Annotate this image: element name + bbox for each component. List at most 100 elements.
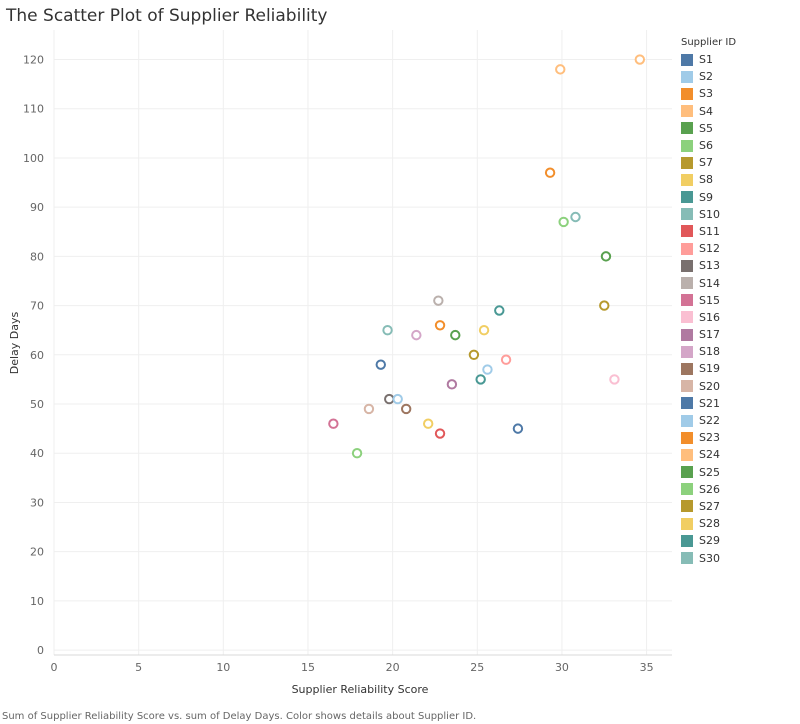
legend-label: S17 [699, 328, 720, 342]
legend-item-s12[interactable]: S12 [681, 240, 736, 257]
data-point-s3[interactable] [544, 167, 556, 178]
legend-item-s26[interactable]: S26 [681, 481, 736, 498]
data-point-s10[interactable] [570, 211, 581, 223]
legend-item-s27[interactable]: S27 [681, 498, 736, 515]
legend-item-s28[interactable]: S28 [681, 515, 736, 532]
data-point-s30[interactable] [382, 324, 393, 336]
data-point-s24[interactable] [634, 54, 646, 65]
legend-item-s2[interactable]: S2 [681, 68, 736, 85]
y-tick-label: 110 [23, 103, 44, 116]
legend-label: S25 [699, 465, 720, 479]
data-point-s26[interactable] [351, 448, 363, 459]
legend-item-s30[interactable]: S30 [681, 549, 736, 566]
legend-item-s24[interactable]: S24 [681, 446, 736, 463]
data-point-s19[interactable] [400, 403, 412, 415]
legend-item-s6[interactable]: S6 [681, 137, 736, 154]
legend-item-s11[interactable]: S11 [681, 223, 736, 240]
y-tick-label: 50 [30, 398, 44, 411]
axes: 0 10 20 30 40 50 60 70 80 90 100 110 120 0 5 10 15 20 25 30… [23, 54, 672, 674]
legend-item-s23[interactable]: S23 [681, 429, 736, 446]
data-point-s28[interactable] [478, 324, 490, 336]
legend-label: S24 [699, 448, 720, 462]
legend-item-s15[interactable]: S15 [681, 292, 736, 309]
legend-label: S15 [699, 293, 720, 307]
data-point-s15[interactable] [328, 418, 339, 429]
legend-swatch [681, 277, 693, 290]
data-point-s11[interactable] [434, 428, 446, 439]
legend-item-s22[interactable]: S22 [681, 412, 736, 429]
legend-item-s20[interactable]: S20 [681, 378, 736, 395]
legend-label: S2 [699, 70, 713, 84]
legend-label: S14 [699, 276, 720, 290]
legend-item-s8[interactable]: S8 [681, 171, 736, 188]
chart-caption: Sum of Supplier Reliability Score vs. su… [2, 711, 477, 722]
data-point-s23[interactable] [434, 320, 446, 331]
data-point-s1[interactable] [375, 359, 386, 370]
legend-item-s9[interactable]: S9 [681, 189, 736, 206]
data-point-s13[interactable] [384, 393, 395, 405]
legend-item-s19[interactable]: S19 [681, 360, 736, 377]
data-point-s16[interactable] [609, 374, 620, 385]
legend-item-s3[interactable]: S3 [681, 85, 736, 102]
legend-swatch [681, 53, 693, 66]
legend-label: S23 [699, 431, 720, 445]
legend-item-s14[interactable]: S14 [681, 274, 736, 291]
x-tick-label: 10 [216, 661, 230, 674]
y-tick-label: 40 [30, 447, 44, 460]
x-axis-label: Supplier Reliability Score [292, 683, 429, 696]
x-tick-label: 15 [301, 661, 315, 674]
legend: Supplier ID S1 S2 S3 S4 S5 S6 S7 S8 S9 S10 S11 S12 S… [681, 37, 736, 567]
legend-label: S12 [699, 242, 720, 256]
legend-item-s5[interactable]: S5 [681, 120, 736, 137]
data-point-s17[interactable] [446, 379, 458, 390]
data-point-s29[interactable] [494, 305, 505, 316]
legend-swatch [681, 191, 693, 204]
legend-swatch [681, 122, 693, 135]
legend-swatch [681, 500, 693, 513]
legend-item-s7[interactable]: S7 [681, 154, 736, 171]
legend-item-s18[interactable]: S18 [681, 343, 736, 360]
x-tick-label: 35 [640, 661, 654, 674]
data-point-s2[interactable] [482, 364, 493, 375]
legend-label: S29 [699, 534, 720, 548]
legend-label: S3 [699, 87, 713, 101]
data-point-s9[interactable] [475, 374, 486, 385]
y-tick-label: 100 [23, 152, 44, 165]
legend-item-s10[interactable]: S10 [681, 206, 736, 223]
data-point-s21[interactable] [512, 423, 524, 434]
data-point-s8[interactable] [422, 418, 434, 429]
legend-label: S10 [699, 207, 720, 221]
data-point-s27[interactable] [599, 300, 610, 311]
data-point-s22[interactable] [392, 393, 403, 405]
legend-swatch [681, 397, 693, 410]
legend-item-s13[interactable]: S13 [681, 257, 736, 274]
y-axis-label: Delay Days [8, 311, 21, 374]
data-point-s18[interactable] [411, 329, 422, 341]
legend-swatch [681, 414, 693, 427]
data-point-s14[interactable] [433, 295, 444, 306]
legend-swatch [681, 294, 693, 307]
legend-item-s16[interactable]: S16 [681, 309, 736, 326]
legend-item-s21[interactable]: S21 [681, 395, 736, 412]
y-tick-label: 70 [30, 300, 44, 313]
legend-item-s29[interactable]: S29 [681, 532, 736, 549]
legend-item-s4[interactable]: S4 [681, 103, 736, 120]
legend-swatch [681, 242, 693, 255]
legend-item-s17[interactable]: S17 [681, 326, 736, 343]
data-point-s25[interactable] [600, 251, 612, 262]
legend-item-s1[interactable]: S1 [681, 51, 736, 68]
legend-label: S11 [699, 224, 720, 238]
legend-swatch [681, 311, 693, 324]
legend-label: S26 [699, 482, 720, 496]
legend-item-s25[interactable]: S25 [681, 464, 736, 481]
data-point-s5[interactable] [450, 329, 461, 341]
legend-swatch [681, 345, 693, 358]
data-point-s4[interactable] [555, 64, 566, 75]
data-point-s7[interactable] [468, 349, 480, 361]
data-point-s20[interactable] [363, 403, 375, 415]
data-point-s6[interactable] [558, 216, 569, 228]
legend-label: S6 [699, 139, 713, 153]
legend-swatch [681, 534, 693, 547]
data-point-s12[interactable] [500, 354, 512, 365]
y-tick-label: 80 [30, 250, 44, 263]
